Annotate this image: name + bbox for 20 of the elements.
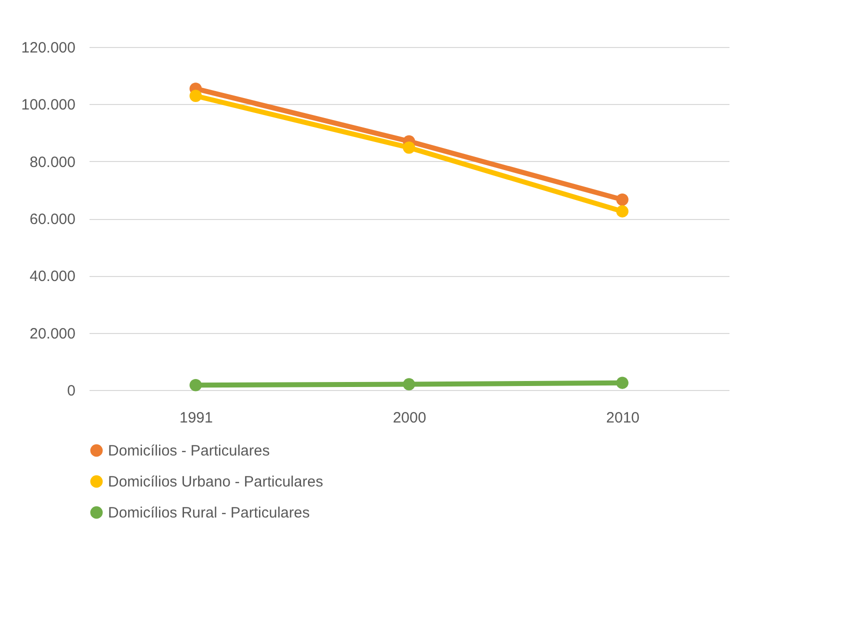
legend-label: Domicílios Urbano - Particulares [108, 474, 324, 490]
point [190, 379, 202, 392]
point [616, 376, 628, 389]
y-tick-label: 0 [67, 382, 76, 400]
legend-label: Domicílios - Particulares [108, 442, 270, 460]
x-tick-label: 1991 [179, 410, 213, 426]
y-tick-label: 60.000 [30, 211, 76, 228]
y-tick-label: 80.000 [30, 154, 76, 171]
y-tick-label: 20.000 [30, 325, 76, 342]
point [402, 142, 416, 154]
legend-label: Domicílios Rural - Particulares [108, 504, 310, 522]
point [616, 205, 628, 218]
point [402, 378, 416, 390]
y-tick-label: 40.000 [30, 268, 76, 286]
point [616, 194, 628, 206]
x-tick-label: 2000 [392, 410, 426, 426]
x-tick-label: 2010 [606, 410, 640, 426]
y-tick-label: 100.000 [21, 96, 76, 114]
y-tick-label: 120.000 [21, 40, 76, 56]
point [190, 90, 202, 102]
